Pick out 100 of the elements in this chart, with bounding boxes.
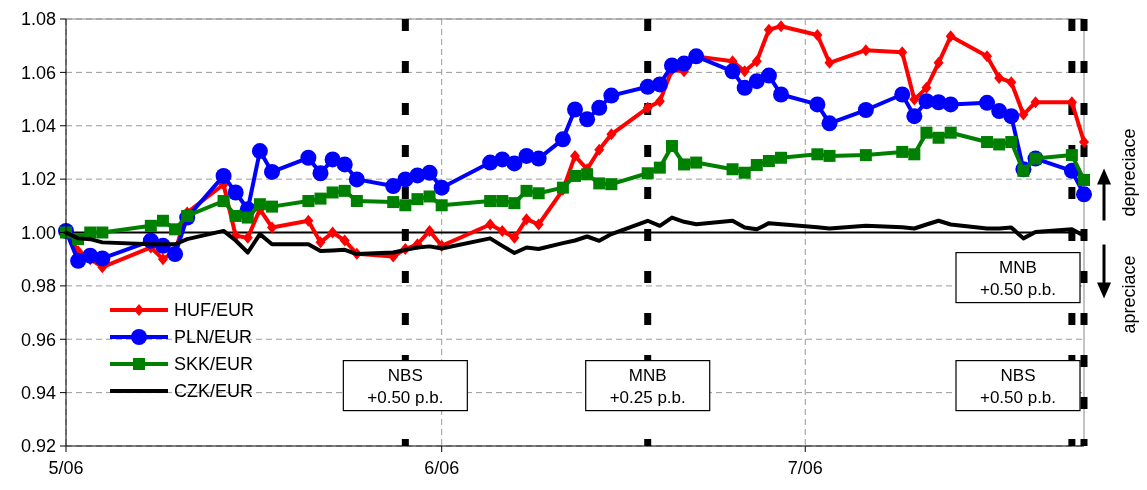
point (942, 96, 959, 113)
legend-label: SKK/EUR (174, 354, 254, 375)
point (315, 236, 326, 249)
point (533, 218, 544, 231)
y-tick-label: 0.94 (20, 382, 56, 403)
point (932, 131, 945, 144)
text: depreciace (1119, 128, 1139, 217)
point (484, 195, 497, 208)
point (909, 93, 920, 106)
point (569, 169, 581, 182)
x-tick-label: 7/06 (787, 458, 823, 478)
point (433, 179, 450, 196)
point (763, 23, 774, 36)
point (823, 149, 836, 162)
point (521, 213, 532, 226)
point (94, 250, 111, 267)
point (423, 190, 436, 203)
point (300, 149, 317, 166)
point (497, 224, 508, 237)
point (314, 192, 327, 205)
point (894, 86, 911, 103)
point (1005, 136, 1018, 149)
point (96, 226, 109, 239)
point (385, 178, 402, 195)
point (665, 140, 678, 153)
point (241, 211, 254, 224)
point (169, 223, 182, 236)
point (267, 221, 278, 234)
point (860, 44, 871, 57)
point (751, 55, 762, 68)
point (157, 253, 168, 266)
point (144, 219, 157, 232)
point (724, 63, 741, 80)
point (738, 166, 751, 179)
point (591, 99, 608, 116)
point (750, 158, 763, 171)
legend-label: HUF/EUR (174, 300, 254, 321)
point (726, 163, 739, 176)
point (570, 149, 580, 162)
point (982, 50, 993, 63)
ref-line-label: NBS +0.50 p.b. (367, 365, 444, 407)
point (554, 131, 571, 148)
point (748, 73, 765, 90)
point (676, 55, 693, 72)
point (411, 193, 424, 206)
point (530, 150, 547, 167)
point (897, 46, 908, 59)
point (350, 195, 363, 208)
point (338, 184, 351, 197)
point (690, 156, 703, 169)
point (981, 136, 994, 149)
point (508, 197, 521, 210)
y-tick-label: 1.04 (20, 116, 56, 137)
point (421, 164, 438, 181)
point (641, 167, 654, 180)
point (908, 148, 921, 161)
legend-label: PLN/EUR (174, 327, 253, 348)
point (581, 168, 594, 181)
point (859, 149, 872, 162)
ref-line-label: MNB +0.50 p.b. (979, 257, 1057, 299)
point (991, 103, 1008, 120)
point (312, 165, 329, 182)
point (303, 214, 314, 227)
point (266, 200, 279, 213)
y-tick-label: 1.08 (20, 9, 56, 30)
point (253, 198, 266, 211)
point (506, 155, 523, 172)
point (326, 186, 339, 199)
point (348, 171, 365, 188)
point (264, 163, 281, 180)
point (496, 195, 509, 208)
point (606, 128, 617, 141)
point (1018, 108, 1029, 121)
point (435, 199, 448, 212)
text: apreciace (1119, 255, 1139, 334)
point (167, 246, 184, 263)
point (302, 195, 315, 208)
point (678, 158, 691, 171)
point (762, 154, 775, 167)
point (979, 94, 996, 111)
point (857, 102, 874, 118)
point (776, 20, 787, 33)
point (399, 199, 412, 212)
point (156, 214, 169, 227)
point (906, 108, 923, 125)
point (824, 56, 835, 69)
point (424, 224, 435, 237)
y-tick-label: 0.92 (20, 436, 56, 457)
point (567, 101, 583, 118)
point (603, 87, 620, 104)
point (605, 178, 618, 191)
point (739, 65, 750, 78)
ref-line-label: MNB +0.25 p.b. (609, 365, 686, 407)
point (811, 148, 824, 161)
point (760, 67, 777, 84)
y-tick-label: 1.02 (20, 169, 56, 190)
point (773, 86, 790, 103)
point (944, 126, 957, 139)
point (809, 96, 826, 113)
point (1065, 149, 1078, 162)
